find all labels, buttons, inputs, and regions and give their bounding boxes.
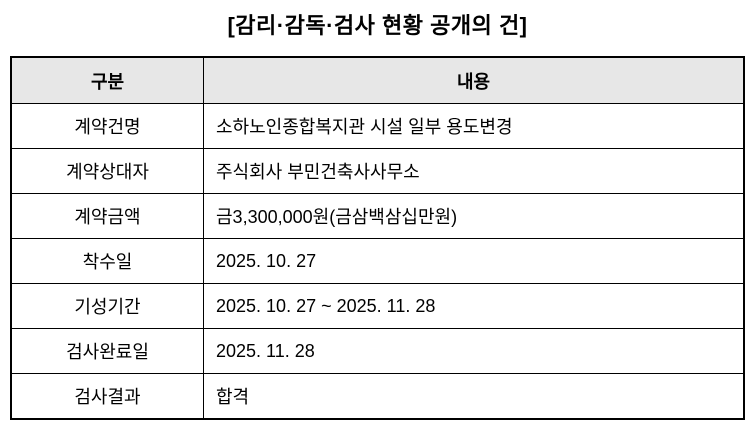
row-label-completion-period: 기성기간	[12, 283, 203, 328]
column-header-category: 구분	[12, 58, 203, 103]
row-value-start-date: 2025. 10. 27	[203, 238, 743, 283]
row-value-contract-name: 소하노인종합복지관 시설 일부 용도변경	[203, 103, 743, 148]
row-label-contract-amount: 계약금액	[12, 193, 203, 238]
row-value-inspection-result: 합격	[203, 373, 743, 418]
row-label-inspection-complete-date: 검사완료일	[12, 328, 203, 373]
row-value-contract-amount: 금3,300,000원(금삼백삼십만원)	[203, 193, 743, 238]
row-label-contract-party: 계약상대자	[12, 148, 203, 193]
row-label-inspection-result: 검사결과	[12, 373, 203, 418]
disclosure-table: 구분 내용 계약건명 소하노인종합복지관 시설 일부 용도변경 계약상대자 주식…	[10, 56, 745, 420]
row-label-start-date: 착수일	[12, 238, 203, 283]
row-label-contract-name: 계약건명	[12, 103, 203, 148]
row-value-completion-period: 2025. 10. 27 ~ 2025. 11. 28	[203, 283, 743, 328]
row-value-contract-party: 주식회사 부민건축사사무소	[203, 148, 743, 193]
row-value-inspection-complete-date: 2025. 11. 28	[203, 328, 743, 373]
column-header-content: 내용	[203, 58, 743, 103]
document-title: [감리·감독·검사 현황 공개의 건]	[227, 13, 528, 38]
